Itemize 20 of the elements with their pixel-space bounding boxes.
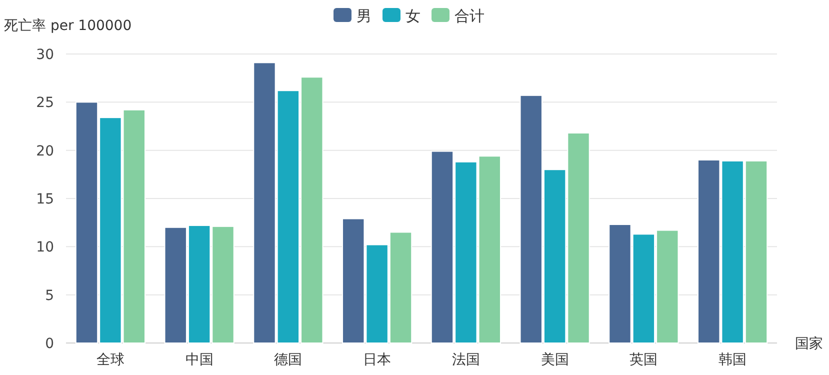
y-tick-label: 5 [45, 288, 54, 304]
x-tick-label: 美国 [540, 352, 569, 368]
x-tick-label: 中国 [185, 352, 214, 368]
y-tick-label: 0 [45, 336, 54, 352]
y-tick-label: 20 [36, 143, 54, 160]
y-tick-label: 30 [36, 47, 54, 63]
x-tick-label: 日本 [363, 352, 392, 368]
x-tick-label: 德国 [274, 352, 302, 368]
x-tick-label: 全球 [96, 352, 124, 368]
x-axis-title: 国家 [795, 336, 823, 352]
y-tick-label: 15 [36, 192, 54, 208]
legend-label: 合计 [454, 7, 484, 25]
y-tick-label: 10 [36, 240, 54, 256]
x-tick-label: 英国 [630, 352, 658, 368]
y-axis-title: 死亡率 per 100000 [4, 18, 132, 34]
x-tick-label: 法国 [452, 352, 480, 368]
legend-label: 男 [356, 7, 372, 25]
x-tick-label: 韩国 [718, 352, 747, 368]
legend-label: 女 [406, 7, 420, 25]
y-tick-label: 25 [36, 95, 54, 112]
